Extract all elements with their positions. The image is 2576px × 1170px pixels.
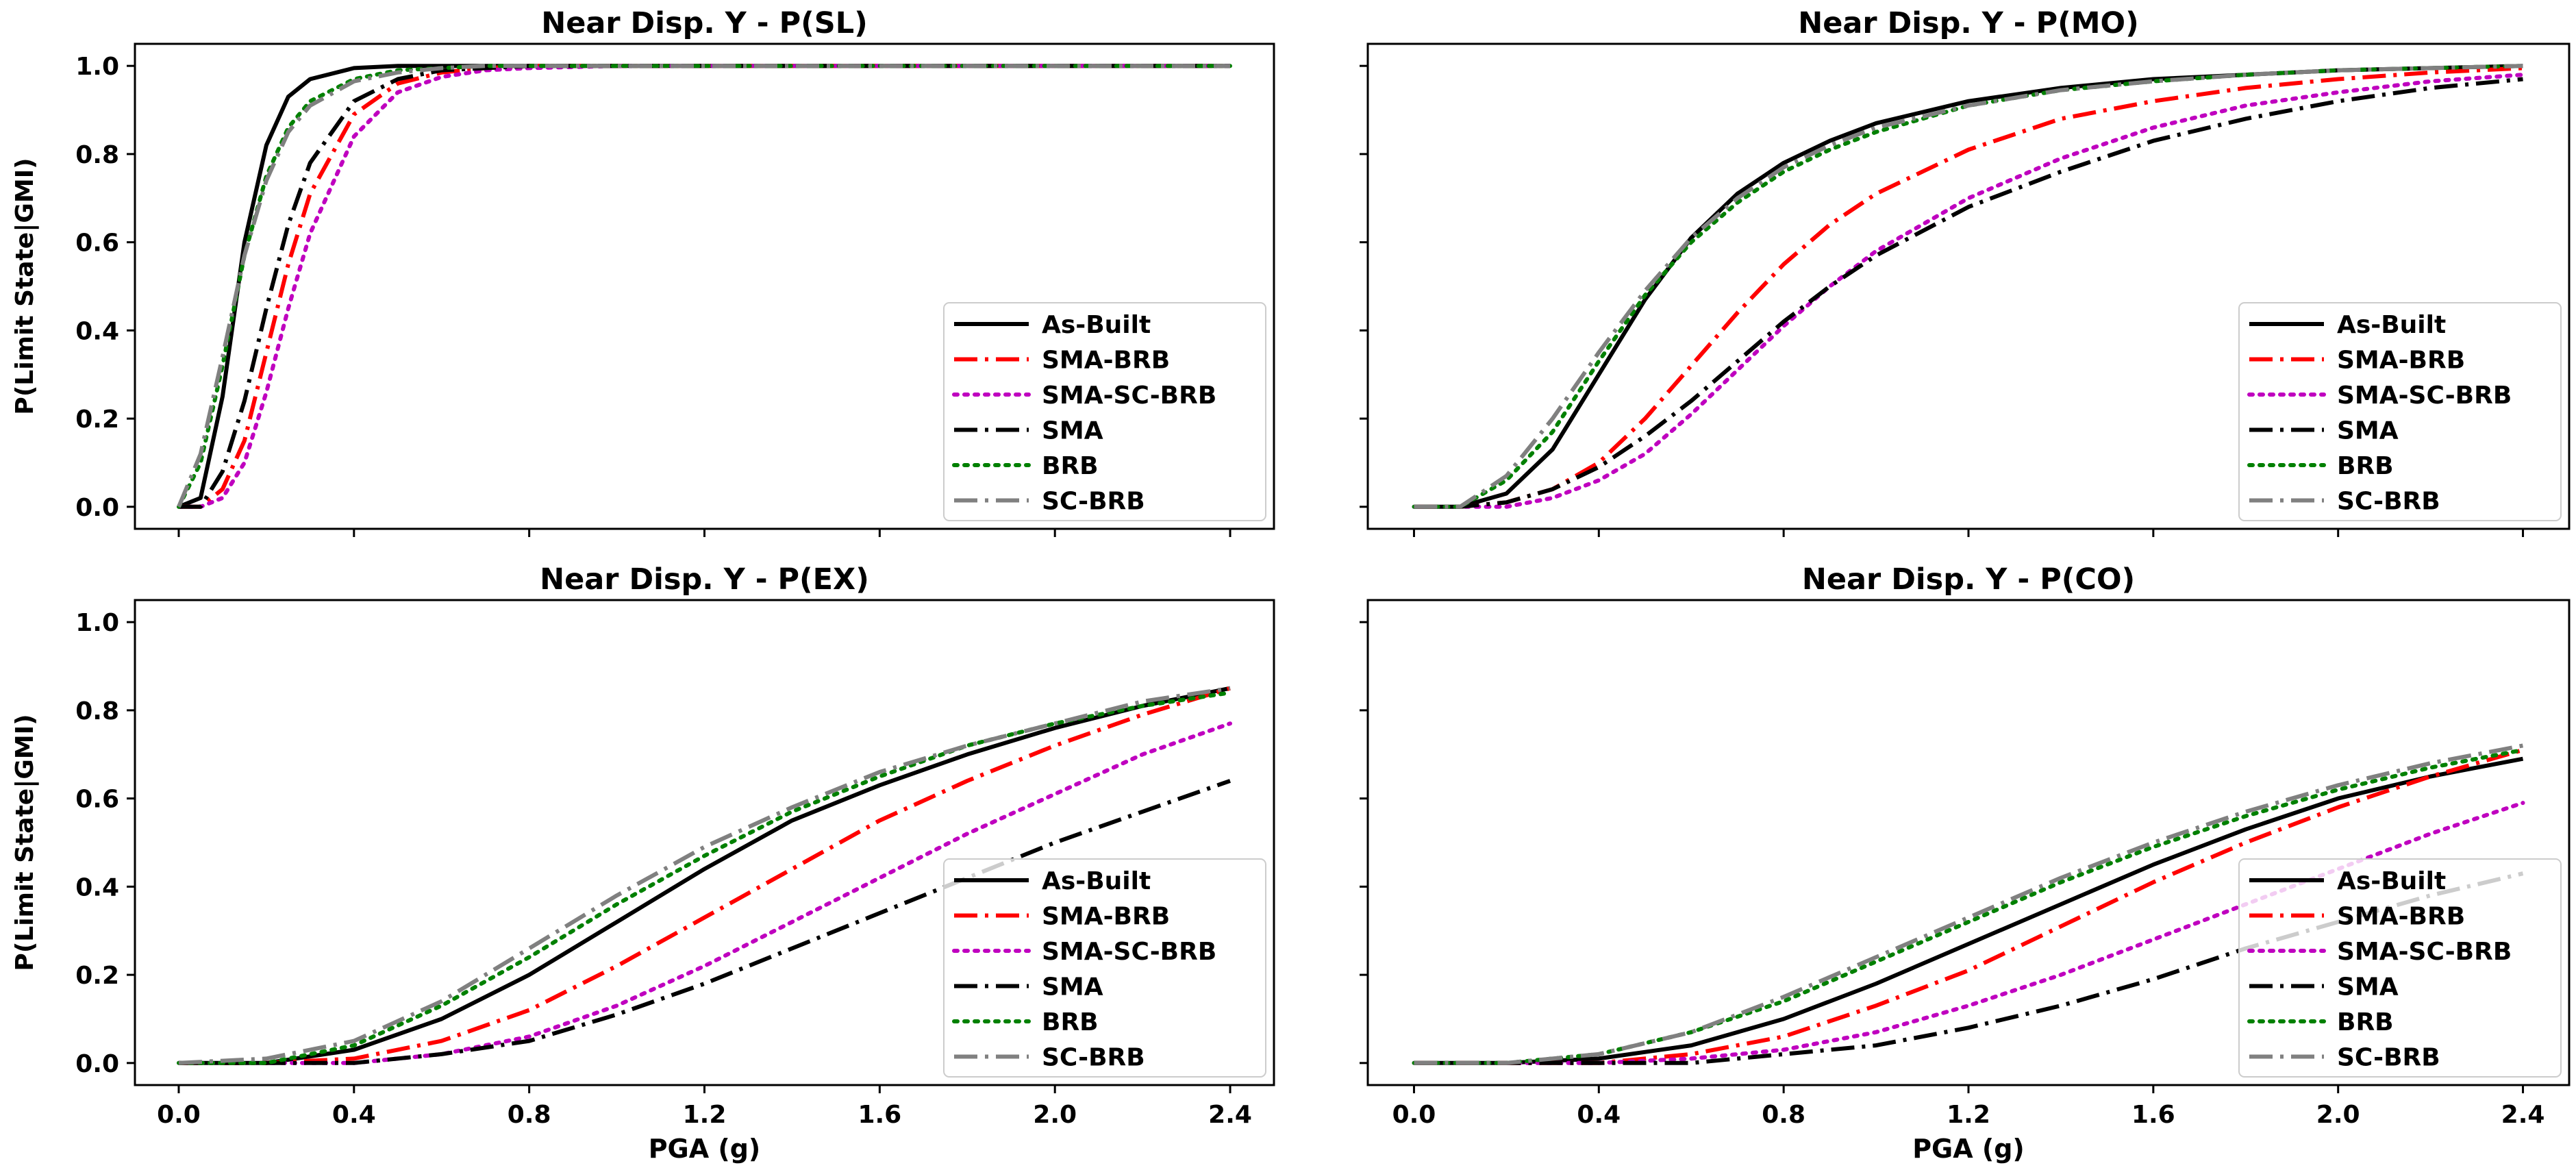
legend-label: SMA <box>1042 973 1103 1001</box>
panel-3: Near Disp. Y - P(EX) 0.0 0.4 0.8 1.2 1.6 2.0 2.… <box>11 562 1275 1164</box>
legend-label: SMA-SC-BRB <box>1042 938 1216 966</box>
legend-label: SC-BRB <box>2337 488 2440 516</box>
legend: As-Built SMA-BRB SMA-SC-BRB SMA BRB SC-BRB <box>2238 858 2562 1078</box>
panel-title: Near Disp. Y - P(CO) <box>1802 562 2135 597</box>
y-tick-label: 0.4 <box>75 317 119 345</box>
legend-label: SMA-SC-BRB <box>1042 382 1216 410</box>
series-line-sma-sc-brb <box>1412 73 2525 509</box>
series-line-sma <box>179 64 1230 509</box>
x-axis-label: PGA (g) <box>649 1134 761 1164</box>
x-tick-label: 1.2 <box>1947 1101 1990 1129</box>
legend-label: BRB <box>2337 452 2394 480</box>
legend-label: SMA-BRB <box>2337 903 2465 931</box>
x-tick-label: 2.0 <box>1033 1101 1077 1129</box>
legend-label: BRB <box>2337 1008 2394 1036</box>
panel-4: Near Disp. Y - P(CO) 0.0 0.4 0.8 1.2 1.6 2.0 2.… <box>1360 562 2571 1164</box>
legend-label: As-Built <box>1042 311 1151 339</box>
x-tick-label: 2.4 <box>1208 1101 1252 1129</box>
series-lines <box>1412 64 2525 509</box>
x-tick-label: 0.4 <box>332 1101 376 1129</box>
x-axis-label: PGA (g) <box>1912 1134 2025 1164</box>
y-tick-label: 0.2 <box>75 406 119 434</box>
legend-label: BRB <box>1042 1008 1099 1036</box>
y-axis-label: P(Limit State|GMI) <box>11 158 39 414</box>
y-tick-label: 0.8 <box>75 141 119 169</box>
y-tick-label: 0.4 <box>75 873 119 901</box>
y-tick-label: 1.0 <box>75 609 119 637</box>
legend-label: BRB <box>1042 452 1099 480</box>
panel-title: Near Disp. Y - P(MO) <box>1798 6 2139 40</box>
panel-title: Near Disp. Y - P(SL) <box>541 6 868 40</box>
x-tick-label: 0.4 <box>1577 1101 1621 1129</box>
x-tick-label: 0.8 <box>1762 1101 1805 1129</box>
series-line-sma <box>179 779 1231 1065</box>
legend: As-Built SMA-BRB SMA-SC-BRB SMA BRB SC-BRB <box>943 302 1266 521</box>
legend-label: As-Built <box>1042 867 1151 895</box>
legend-label: SMA <box>2337 417 2399 445</box>
series-lines <box>177 64 1232 509</box>
panel-1: Near Disp. Y - P(SL) 0.0 0.2 0.4 0.6 0.8 1.0 P(… <box>11 6 1275 537</box>
series-line-as-built <box>179 686 1231 1065</box>
series-line-as-built <box>1414 756 2524 1065</box>
x-tick-label: 0.0 <box>1392 1101 1436 1129</box>
x-tick-label: 0.8 <box>508 1101 551 1129</box>
y-tick-label: 0.6 <box>75 786 119 814</box>
x-tick-label: 1.6 <box>858 1101 901 1129</box>
legend-label: SMA-SC-BRB <box>2337 382 2512 410</box>
y-tick-label: 0.0 <box>75 1050 119 1078</box>
series-lines <box>177 686 1232 1065</box>
legend-label: SC-BRB <box>1042 1044 1145 1072</box>
series-line-sc-brb <box>1414 743 2524 1065</box>
y-tick-label: 0.6 <box>75 229 119 258</box>
legend-label: As-Built <box>2337 311 2446 339</box>
series-line-brb <box>177 64 1232 509</box>
legend-label: As-Built <box>2337 867 2446 895</box>
series-line-sc-brb <box>177 64 1230 508</box>
legend: As-Built SMA-BRB SMA-SC-BRB SMA BRB SC-BRB <box>2238 302 2562 521</box>
series-line-brb <box>177 690 1232 1065</box>
legend-label: SC-BRB <box>2337 1044 2440 1072</box>
y-tick-label: 0.0 <box>75 494 119 522</box>
legend-label: SC-BRB <box>1042 488 1145 516</box>
x-tick-label: 1.6 <box>2131 1101 2175 1129</box>
x-tick-label: 2.4 <box>2501 1101 2545 1129</box>
legend-label: SMA-BRB <box>2337 347 2465 375</box>
legend: As-Built SMA-BRB SMA-SC-BRB SMA BRB SC-BRB <box>943 858 1266 1078</box>
legend-label: SMA-SC-BRB <box>2337 938 2512 966</box>
panel-2: Near Disp. Y - P(MO) As-Built SMA-BRB SMA-S… <box>1360 6 2571 537</box>
y-tick-label: 1.0 <box>75 53 119 81</box>
series-line-sc-brb <box>178 686 1231 1065</box>
panels-layer: Near Disp. Y - P(SL) 0.0 0.2 0.4 0.6 0.8 1.0 P(… <box>11 6 2571 1164</box>
legend-label: SMA <box>1042 417 1103 445</box>
legend-label: SMA <box>2337 973 2399 1001</box>
y-tick-label: 0.2 <box>75 962 119 990</box>
x-tick-label: 0.0 <box>157 1101 201 1129</box>
y-axis-label: P(Limit State|GMI) <box>11 714 39 971</box>
panel-title: Near Disp. Y - P(EX) <box>540 562 869 597</box>
series-line-sma <box>1414 77 2523 509</box>
series-line-sc-brb <box>1414 64 2523 509</box>
x-tick-label: 1.2 <box>683 1101 727 1129</box>
x-tick-label: 2.0 <box>2316 1101 2360 1129</box>
legend-label: SMA-BRB <box>1042 347 1170 375</box>
y-tick-label: 0.8 <box>75 697 119 725</box>
series-line-sma-brb <box>179 686 1231 1065</box>
legend-label: SMA-BRB <box>1042 903 1170 931</box>
